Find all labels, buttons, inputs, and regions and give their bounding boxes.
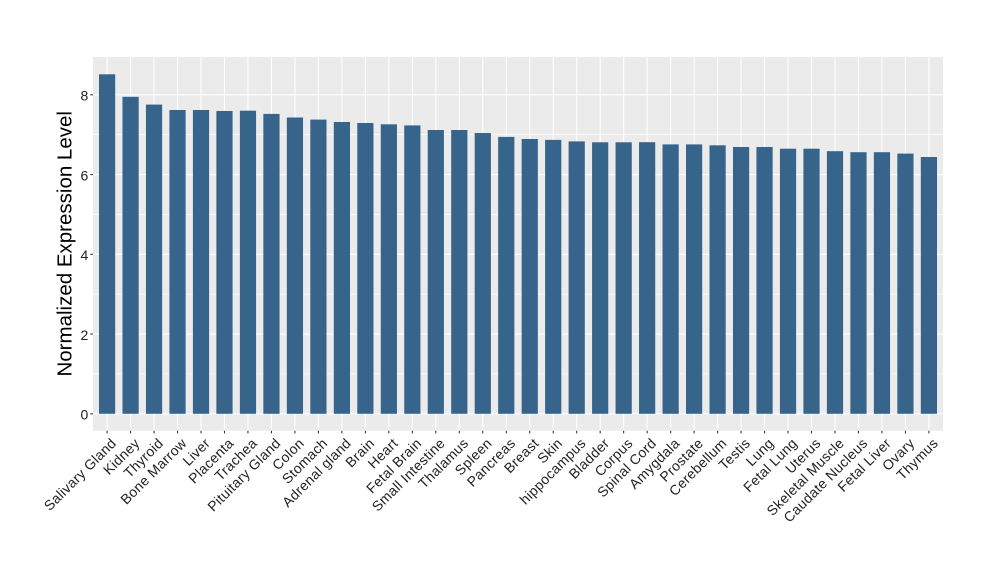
svg-text:6: 6 xyxy=(81,167,89,183)
svg-text:2: 2 xyxy=(81,327,89,343)
svg-text:4: 4 xyxy=(81,247,89,263)
svg-text:8: 8 xyxy=(81,88,89,104)
svg-text:0: 0 xyxy=(81,407,89,423)
svg-text:Normalized Expression Level: Normalized Expression Level xyxy=(54,111,77,376)
